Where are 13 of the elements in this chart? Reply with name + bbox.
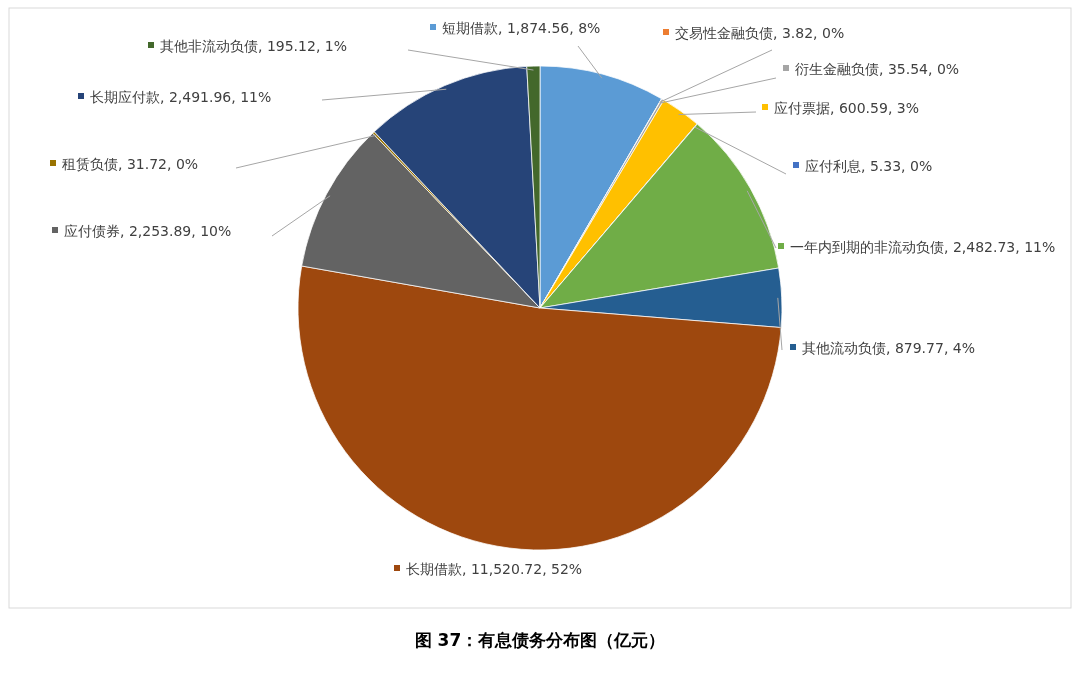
legend-label: 其他流动负债, 879.77, 4%	[802, 340, 975, 356]
legend-label: 其他非流动负债, 195.12, 1%	[160, 38, 347, 54]
legend-label: 应付票据, 600.59, 3%	[774, 100, 919, 116]
legend-label: 应付债券, 2,253.89, 10%	[64, 223, 232, 239]
legend-label: 一年内到期的非流动负债, 2,482.73, 11%	[790, 239, 1056, 255]
legend-label: 交易性金融负债, 3.82, 0%	[675, 25, 845, 41]
legend-label: 短期借款, 1,874.56, 8%	[442, 20, 601, 36]
legend-label: 长期借款, 11,520.72, 52%	[406, 561, 583, 577]
legend-label: 应付利息, 5.33, 0%	[805, 158, 933, 174]
text: 图 37：有息债务分布图（亿元）	[414, 630, 666, 650]
legend-label: 长期应付款, 2,491.96, 11%	[90, 89, 272, 105]
legend-label: 租赁负债, 31.72, 0%	[62, 156, 199, 172]
legend-label: 衍生金融负债, 35.54, 0%	[795, 61, 960, 77]
